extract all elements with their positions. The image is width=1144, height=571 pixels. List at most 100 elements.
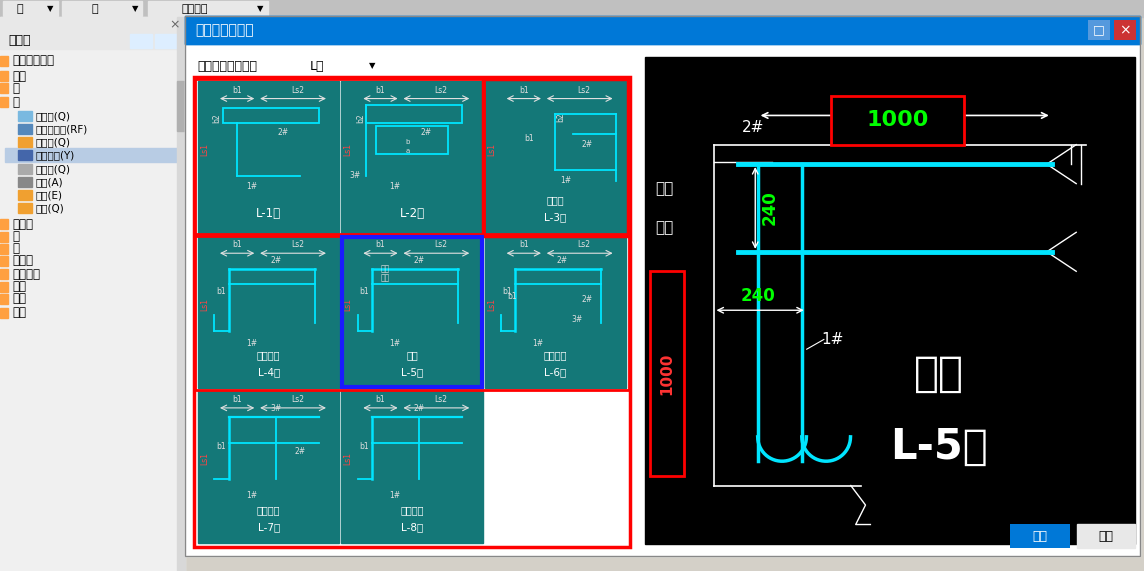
Text: 1#: 1# xyxy=(246,492,257,500)
Bar xyxy=(650,271,684,476)
Text: L-8形: L-8形 xyxy=(400,522,423,532)
Bar xyxy=(0,56,8,66)
Bar xyxy=(18,111,32,121)
Bar xyxy=(0,269,8,279)
Text: Ls1: Ls1 xyxy=(200,297,209,311)
Text: b1: b1 xyxy=(519,240,529,249)
Bar xyxy=(366,104,462,123)
Text: 1#: 1# xyxy=(246,339,257,348)
Text: 常用构件类型: 常用构件类型 xyxy=(11,54,54,67)
Bar xyxy=(0,71,8,81)
Text: 2#: 2# xyxy=(741,120,764,135)
Bar xyxy=(341,391,483,543)
Bar xyxy=(18,164,32,174)
Text: b1: b1 xyxy=(359,287,370,296)
Bar xyxy=(62,1,142,16)
Bar xyxy=(194,77,630,547)
Text: 装配式: 装配式 xyxy=(11,255,33,267)
Bar xyxy=(376,126,447,154)
Text: L形: L形 xyxy=(310,59,325,73)
Bar xyxy=(185,16,1141,556)
Bar xyxy=(18,137,32,147)
Text: Ls2: Ls2 xyxy=(435,86,447,95)
Text: 预留钢筋: 预留钢筋 xyxy=(257,505,280,515)
Bar xyxy=(185,16,1141,44)
Text: 1#: 1# xyxy=(559,176,571,185)
Bar xyxy=(177,81,185,131)
Text: 墙: 墙 xyxy=(11,95,19,108)
Text: Ls1: Ls1 xyxy=(200,143,209,156)
Text: 梁: 梁 xyxy=(11,231,19,243)
Text: 参数化截面类型：: 参数化截面类型： xyxy=(197,59,257,73)
Text: b1: b1 xyxy=(375,86,386,95)
Bar xyxy=(1114,20,1136,40)
Text: b1: b1 xyxy=(359,442,370,451)
Text: b1: b1 xyxy=(508,292,517,301)
Text: 植筋: 植筋 xyxy=(654,181,673,196)
Text: 2#: 2# xyxy=(557,256,569,265)
Bar xyxy=(198,236,340,388)
Text: 2#: 2# xyxy=(421,128,432,137)
Text: 植筋: 植筋 xyxy=(406,350,418,360)
Text: L-6形: L-6形 xyxy=(545,367,566,377)
Text: 2#: 2# xyxy=(581,295,593,304)
Text: L-5形: L-5形 xyxy=(400,367,423,377)
Text: Ls2: Ls2 xyxy=(578,86,590,95)
Text: b2: b2 xyxy=(557,112,565,122)
Text: 植筋: 植筋 xyxy=(914,352,964,395)
Bar xyxy=(18,190,32,200)
Text: 1000: 1000 xyxy=(660,352,675,395)
Text: ▼: ▼ xyxy=(368,62,375,70)
Text: 土方: 土方 xyxy=(11,307,26,320)
Bar xyxy=(0,244,8,254)
Text: 幕墙(Q): 幕墙(Q) xyxy=(35,203,65,213)
Text: 1000: 1000 xyxy=(866,110,929,130)
Text: 墙: 墙 xyxy=(92,4,98,14)
Text: ▼: ▼ xyxy=(132,5,138,14)
Text: b1: b1 xyxy=(216,442,225,451)
Bar xyxy=(0,17,185,571)
Text: L-5形: L-5形 xyxy=(890,425,988,468)
Text: Ls2: Ls2 xyxy=(435,240,447,249)
Bar xyxy=(0,294,8,304)
Text: Ls1: Ls1 xyxy=(343,297,352,311)
Bar xyxy=(832,96,963,144)
Text: a: a xyxy=(406,148,410,154)
Text: ×: × xyxy=(169,18,181,31)
Text: 剪力墙(Q): 剪力墙(Q) xyxy=(35,111,71,121)
Bar xyxy=(177,17,185,571)
Text: L-4形: L-4形 xyxy=(257,367,280,377)
Bar xyxy=(342,236,482,387)
Bar xyxy=(0,17,185,33)
Text: b: b xyxy=(405,139,410,145)
Bar xyxy=(0,282,8,292)
Text: □: □ xyxy=(1094,23,1105,37)
Text: 深度: 深度 xyxy=(380,274,389,283)
Text: Ls2: Ls2 xyxy=(291,240,304,249)
Bar xyxy=(18,203,32,213)
Text: 深度: 深度 xyxy=(654,220,673,235)
Bar xyxy=(645,57,1135,544)
Text: b1: b1 xyxy=(232,395,241,404)
Bar xyxy=(0,308,8,318)
Text: L-3形: L-3形 xyxy=(545,212,566,223)
Text: 人防门框墙(RF): 人防门框墙(RF) xyxy=(35,124,88,134)
Text: Ls2: Ls2 xyxy=(291,395,304,404)
Text: 楼梯: 楼梯 xyxy=(11,280,26,293)
Text: 单位： mm: 单位： mm xyxy=(645,59,696,73)
Text: 2#: 2# xyxy=(278,128,288,137)
Text: Ls1: Ls1 xyxy=(200,452,209,465)
Text: Ls2: Ls2 xyxy=(291,86,304,95)
Text: L-7形: L-7形 xyxy=(257,522,280,532)
Text: b1: b1 xyxy=(375,395,386,404)
Bar xyxy=(185,16,1141,556)
Text: 3#: 3# xyxy=(571,315,582,324)
Text: ▼: ▼ xyxy=(47,5,54,14)
Text: 1#: 1# xyxy=(821,332,844,347)
Text: 3#: 3# xyxy=(270,404,281,413)
Bar xyxy=(0,0,1144,17)
Bar xyxy=(0,97,8,107)
Text: ×: × xyxy=(1119,23,1130,37)
Text: 保温墙(Q): 保温墙(Q) xyxy=(35,164,71,174)
Text: 层: 层 xyxy=(17,4,23,14)
